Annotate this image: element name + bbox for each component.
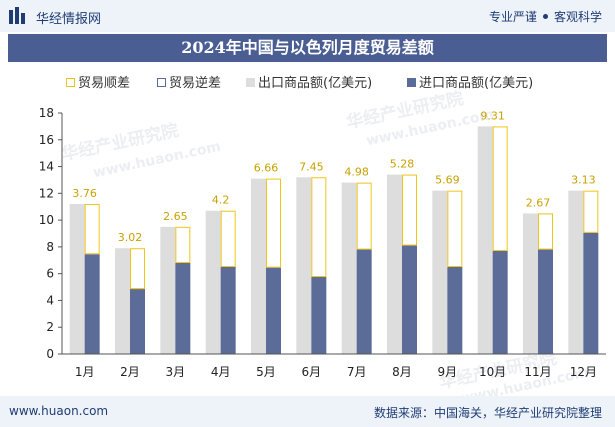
- surplus-bracket: [492, 126, 508, 251]
- surplus-bracket: [84, 204, 100, 255]
- surplus-data-label: 6.66: [254, 162, 279, 175]
- brand-name: 华经情报网: [36, 12, 102, 27]
- export-bar: [296, 177, 312, 354]
- y-tick-label: 12: [39, 186, 54, 200]
- import-bar: [447, 266, 463, 354]
- chart-title: 2024年中国与以色列月度贸易差额: [181, 38, 434, 57]
- export-bar: [523, 213, 538, 354]
- surplus-data-label: 9.31: [480, 109, 505, 122]
- tagline-right: 客观科学: [553, 10, 602, 24]
- y-tick-label: 6: [46, 267, 54, 281]
- surplus-bracket: [583, 190, 599, 233]
- x-tick-label: 11月: [524, 365, 551, 379]
- surplus-data-label: 2.67: [526, 196, 551, 209]
- export-bar: [251, 178, 266, 354]
- surplus-data-label: 7.45: [299, 160, 324, 173]
- surplus-data-label: 5.28: [390, 158, 415, 171]
- x-tick-label: 4月: [211, 365, 231, 379]
- legend-swatch-export: [246, 78, 255, 87]
- import-bar: [130, 289, 145, 354]
- import-bar: [356, 249, 372, 354]
- x-tick-label: 6月: [302, 365, 322, 379]
- y-tick-label: 0: [46, 347, 54, 361]
- legend-label-import: 进口商品额(亿美元): [419, 76, 534, 91]
- title-bar: 2024年中国与以色列月度贸易差额: [8, 34, 607, 62]
- surplus-data-label: 4.2: [212, 194, 230, 207]
- tagline-left: 专业严谨: [488, 10, 537, 24]
- surplus-data-label: 4.98: [344, 166, 369, 179]
- x-tick-label: 10月: [479, 365, 506, 379]
- legend-swatch-deficit: [157, 78, 166, 87]
- x-tick-label: 7月: [347, 365, 367, 379]
- y-tick-label: 10: [39, 213, 54, 227]
- import-bar: [175, 262, 191, 354]
- export-bar: [341, 182, 357, 354]
- import-bar: [538, 249, 553, 354]
- x-tick-label: 3月: [166, 365, 186, 379]
- surplus-data-label: 3.02: [118, 231, 143, 244]
- surplus-bracket: [356, 182, 372, 250]
- export-bar: [477, 126, 493, 354]
- export-bar: [568, 190, 584, 354]
- y-tick-label: 8: [46, 240, 54, 254]
- tagline: 专业严谨 客观科学: [489, 8, 602, 25]
- y-tick-label: 18: [39, 106, 54, 120]
- surplus-bracket: [220, 210, 236, 267]
- legend-item-surplus: 贸易顺差: [66, 72, 130, 91]
- import-bar: [84, 254, 100, 354]
- import-bar: [311, 277, 327, 354]
- export-bar: [160, 226, 176, 354]
- separator-dot-icon: [542, 14, 548, 19]
- legend-item-export: 出口商品额(亿美元): [246, 72, 372, 91]
- import-bar: [583, 232, 599, 354]
- legend-swatch-import: [407, 78, 416, 87]
- surplus-bracket: [402, 174, 417, 246]
- surplus-bracket: [266, 178, 281, 268]
- chart-legend: 贸易顺差 贸易逆差 出口商品额(亿美元) 进口商品额(亿美元): [0, 72, 615, 96]
- surplus-bracket: [311, 177, 327, 278]
- x-tick-label: 2月: [120, 365, 140, 379]
- import-bar: [220, 266, 236, 354]
- x-tick-label: 12月: [570, 365, 597, 379]
- import-bar: [402, 245, 417, 354]
- huajing-logo-icon: [9, 7, 25, 24]
- export-bar: [205, 210, 221, 354]
- surplus-data-label: 3.13: [571, 174, 596, 187]
- legend-item-deficit: 贸易逆差: [157, 72, 221, 91]
- surplus-bracket: [538, 213, 553, 250]
- legend-label-surplus: 贸易顺差: [78, 76, 131, 91]
- legend-label-deficit: 贸易逆差: [169, 76, 222, 91]
- x-tick-label: 5月: [256, 365, 276, 379]
- y-tick-label: 14: [39, 160, 54, 174]
- x-tick-label: 9月: [438, 365, 458, 379]
- surplus-bracket: [447, 190, 463, 267]
- surplus-data-label: 3.76: [72, 187, 97, 200]
- legend-item-import: 进口商品额(亿美元): [407, 72, 533, 91]
- surplus-data-label: 2.65: [163, 210, 188, 223]
- footer-bar: www.huaon.com 数据来源：中国海关，华经产业研究院整理: [0, 396, 615, 427]
- footer-site: www.huaon.com: [9, 404, 109, 418]
- y-tick-label: 4: [46, 293, 54, 307]
- export-bar: [69, 204, 85, 354]
- x-tick-label: 1月: [75, 365, 95, 379]
- legend-swatch-surplus: [66, 78, 75, 87]
- y-tick-label: 16: [39, 133, 54, 147]
- surplus-data-label: 5.69: [435, 174, 460, 187]
- import-bar: [492, 250, 508, 354]
- surplus-bracket: [130, 248, 145, 290]
- top-bar: 华经情报网 专业严谨 客观科学: [0, 0, 615, 32]
- export-bar: [115, 248, 130, 354]
- footer-source: 数据来源：中国海关，华经产业研究院整理: [373, 406, 602, 420]
- x-tick-label: 8月: [392, 365, 412, 379]
- import-bar: [266, 267, 281, 354]
- export-bar: [432, 190, 448, 354]
- export-bar: [387, 174, 402, 354]
- surplus-bracket: [175, 226, 191, 263]
- legend-label-export: 出口商品额(亿美元): [258, 76, 373, 91]
- y-tick-label: 2: [46, 320, 54, 334]
